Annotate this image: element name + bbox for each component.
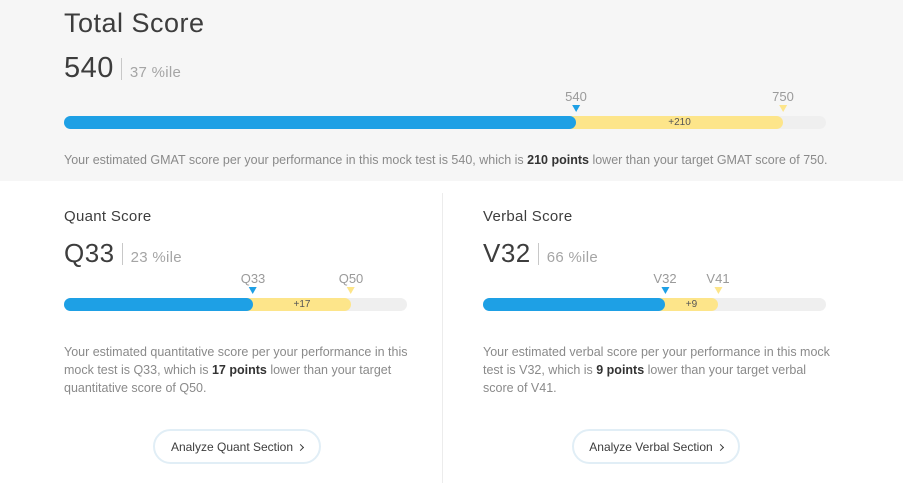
- current-score-fill: [64, 298, 253, 311]
- score-gap-label: +210: [668, 117, 691, 128]
- chevron-right-icon: [716, 443, 724, 451]
- total-score-title: Total Score: [64, 8, 205, 38]
- total-score-value: 540: [64, 52, 114, 84]
- current-score-fill: [64, 116, 576, 129]
- current-score-fill: [483, 298, 665, 311]
- chevron-right-icon: [296, 443, 305, 451]
- current-score-marker: V32: [653, 271, 677, 294]
- quant-score-line: Q33 23 %ile: [64, 238, 182, 269]
- analyze-quant-label: Analyze Quant Section: [170, 439, 294, 454]
- desc-text: lower than your target verbal score of V…: [483, 363, 807, 395]
- desc-text: Your estimated GMAT score per your perfo…: [64, 153, 528, 167]
- verbal-score-description: Your estimated verbal score per your per…: [483, 343, 833, 397]
- score-gap-label: +17: [293, 299, 311, 310]
- section-divider: [442, 193, 443, 483]
- desc-text: Your estimated quantitative score per yo…: [64, 345, 408, 377]
- quant-percentile: 23 %ile: [130, 249, 182, 266]
- target-score-label: V41: [706, 271, 730, 286]
- target-score-marker: V41: [706, 271, 730, 294]
- analyze-verbal-label: Analyze Verbal Section: [589, 439, 713, 454]
- quant-score-bar: +17: [64, 298, 407, 311]
- desc-text: Your estimated verbal score per your per…: [483, 345, 830, 377]
- triangle-down-icon: [248, 287, 257, 294]
- triangle-down-icon: [778, 105, 787, 112]
- desc-text: lower than your target quantitative scor…: [64, 363, 392, 395]
- desc-points: 17 points: [211, 363, 267, 377]
- desc-text: lower than your target GMAT score of 750…: [588, 153, 828, 167]
- target-score-label: Q50: [338, 271, 364, 286]
- score-gap-fill: [657, 298, 718, 311]
- current-score-label: Q33: [240, 271, 266, 286]
- current-score-label: V32: [653, 271, 677, 286]
- desc-points: 9 points: [596, 363, 645, 377]
- analyze-quant-button[interactable]: Analyze Quant Section: [153, 429, 321, 464]
- score-separator: [121, 242, 123, 265]
- score-gap-fill: [245, 298, 351, 311]
- current-score-marker: 540: [565, 89, 587, 112]
- verbal-score-line: V32 66 %ile: [483, 238, 598, 269]
- verbal-score-bar: +9: [483, 298, 826, 311]
- verbal-percentile: 66 %ile: [546, 249, 599, 266]
- triangle-down-icon: [571, 105, 580, 112]
- analyze-verbal-button[interactable]: Analyze Verbal Section: [572, 429, 740, 464]
- target-score-marker: Q50: [338, 271, 364, 294]
- current-score-marker: Q33: [240, 271, 266, 294]
- triangle-down-icon: [346, 287, 355, 294]
- quant-score-title: Quant Score: [64, 208, 152, 225]
- total-score-bar: +210: [64, 116, 826, 129]
- verbal-score-value: V32: [483, 238, 531, 268]
- total-score-line: 540 37 %ile: [64, 52, 181, 85]
- score-separator: [537, 242, 539, 265]
- total-percentile: 37 %ile: [129, 64, 182, 81]
- target-score-label: 750: [772, 89, 794, 104]
- quant-score-value: Q33: [64, 238, 115, 268]
- triangle-down-icon: [660, 287, 669, 294]
- quant-score-description: Your estimated quantitative score per yo…: [64, 343, 414, 397]
- total-score-panel: [0, 0, 903, 181]
- total-score-description: Your estimated GMAT score per your perfo…: [64, 151, 864, 169]
- score-gap-fill: [568, 116, 783, 129]
- score-gap-label: +9: [685, 299, 698, 310]
- current-score-label: 540: [565, 89, 587, 104]
- score-separator: [120, 57, 122, 80]
- desc-points: 210 points: [527, 153, 589, 167]
- triangle-down-icon: [713, 287, 722, 294]
- verbal-score-title: Verbal Score: [483, 208, 573, 225]
- target-score-marker: 750: [772, 89, 794, 112]
